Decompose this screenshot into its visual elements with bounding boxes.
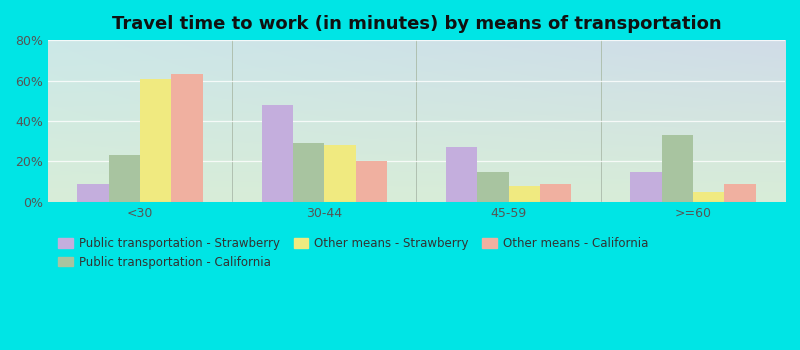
Title: Travel time to work (in minutes) by means of transportation: Travel time to work (in minutes) by mean… [112,15,722,33]
Bar [140,78,171,202]
Bar [293,143,324,202]
Bar [78,184,109,202]
Bar [662,135,693,202]
Bar [540,184,571,202]
Bar [324,145,356,202]
Bar [509,186,540,202]
Bar [262,105,293,202]
Bar [446,147,478,202]
Bar [478,172,509,202]
Bar [171,75,202,202]
Bar [630,172,662,202]
Bar [109,155,140,202]
Bar [724,184,755,202]
Bar [356,161,387,202]
Bar [693,192,724,202]
Legend: Public transportation - Strawberry, Public transportation - California, Other me: Public transportation - Strawberry, Publ… [54,232,653,273]
